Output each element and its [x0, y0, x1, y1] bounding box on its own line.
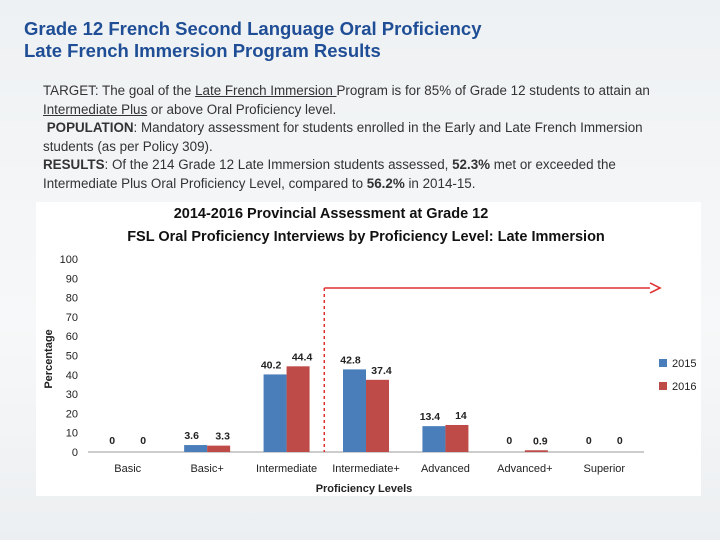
results-label: RESULTS: [43, 157, 105, 173]
x-tick-label: Intermediate+: [332, 463, 400, 475]
y-tick-label: 50: [66, 351, 78, 363]
legend-label-2016: 2016: [672, 381, 696, 393]
title-line-2: Late French Immersion Program Results: [24, 40, 381, 61]
y-axis-label: Percentage: [43, 329, 55, 388]
data-label: 0: [617, 435, 623, 447]
target-text-mid: Program is for 85% of Grade 12 students …: [336, 83, 650, 98]
data-label: 42.8: [340, 354, 361, 366]
x-tick-label: Basic+: [190, 463, 223, 475]
bar-2015-basic-plus: [184, 445, 208, 452]
data-label: 3.6: [184, 430, 199, 442]
bar-2015-advanced: [422, 426, 446, 452]
legend-swatch-2015: [659, 359, 667, 367]
bar-2016-intermediate-plus: [366, 379, 389, 452]
results-value-2016: 52.3%: [452, 157, 491, 173]
data-label: 37.4: [371, 365, 392, 377]
bar-2015-intermediate-plus: [343, 369, 366, 452]
target-link-program[interactable]: Late French Immersion: [195, 83, 337, 98]
chart-title: 2014-2016 Provincial Assessment at Grade…: [174, 206, 489, 222]
bar-2015-intermediate: [263, 374, 287, 452]
y-tick-label: 40: [66, 370, 78, 382]
x-axis-label: Proficiency Levels: [316, 483, 413, 495]
data-label: 0.9: [533, 435, 548, 447]
chart-subtitle: FSL Oral Proficiency Interviews by Profi…: [127, 229, 605, 245]
data-label: 0: [140, 435, 146, 447]
description-block: TARGET: The goal of the Late French Imme…: [43, 82, 673, 194]
results-text-post: in 2014-15.: [404, 175, 476, 191]
results-paragraph: RESULTS: Of the 214 Grade 12 Late Immers…: [43, 156, 673, 193]
target-text-post: or above Oral Proficiency level.: [147, 101, 337, 117]
page-title: Grade 12 French Second Language Oral Pro…: [24, 18, 704, 62]
bar-chart: 2014-2016 Provincial Assessment at Grade…: [43, 206, 697, 495]
data-label: 0: [586, 435, 592, 447]
legend-swatch-2016: [659, 382, 667, 390]
data-label: 3.3: [215, 431, 230, 443]
population-paragraph: POPULATION: Mandatory assessment for stu…: [43, 119, 673, 156]
chart-panel: 2014-2016 Provincial Assessment at Grade…: [36, 202, 701, 496]
bar-2016-intermediate: [286, 366, 310, 452]
x-tick-label: Superior: [583, 463, 625, 475]
data-label: 14: [455, 410, 467, 422]
population-text: : Mandatory assessment for students enro…: [43, 120, 643, 154]
y-tick-label: 100: [60, 254, 78, 266]
target-arrow-head: [649, 282, 662, 294]
y-tick-label: 0: [72, 447, 78, 459]
y-tick-label: 60: [66, 331, 78, 343]
data-label: 44.4: [292, 351, 313, 363]
bar-2016-advanced-plus: [524, 450, 548, 452]
x-tick-label: Basic: [114, 463, 141, 475]
data-label: 0: [109, 435, 115, 447]
x-tick-label: Advanced+: [497, 463, 552, 475]
x-tick-label: Advanced: [421, 463, 470, 475]
legend-label-2015: 2015: [672, 358, 696, 370]
data-label: 40.2: [261, 359, 282, 371]
y-tick-label: 30: [66, 389, 78, 401]
y-tick-label: 70: [66, 312, 78, 324]
y-tick-label: 90: [66, 273, 78, 285]
bar-2016-basic-plus: [207, 445, 231, 452]
y-tick-label: 80: [66, 293, 78, 305]
bar-2016-advanced: [445, 424, 469, 452]
results-text-pre: : Of the 214 Grade 12 Late Immersion stu…: [104, 157, 453, 173]
target-label: TARGET: [43, 83, 95, 98]
target-link-intermediate-plus[interactable]: Intermediate Plus: [43, 101, 148, 117]
results-value-2015: 56.2%: [366, 175, 405, 191]
y-tick-label: 10: [66, 428, 78, 440]
plot-area: 0 10 20 30 40 50 60 70 80 90 100 0 0 Basic 3.6 3.3 Basic…: [60, 254, 697, 475]
title-line-1: Grade 12 French Second Language Oral Pro…: [24, 18, 482, 39]
target-text-pre: : The goal of the: [94, 83, 196, 98]
data-label: 0: [506, 435, 512, 447]
x-tick-label: Intermediate: [256, 463, 317, 475]
target-paragraph: TARGET: The goal of the Late French Imme…: [43, 82, 673, 119]
results-text-mid: met or exceeded the Intermediate Plus Or…: [43, 157, 616, 191]
y-tick-label: 20: [66, 408, 78, 420]
data-label: 13.4: [420, 411, 441, 423]
population-label: POPULATION: [46, 120, 134, 136]
